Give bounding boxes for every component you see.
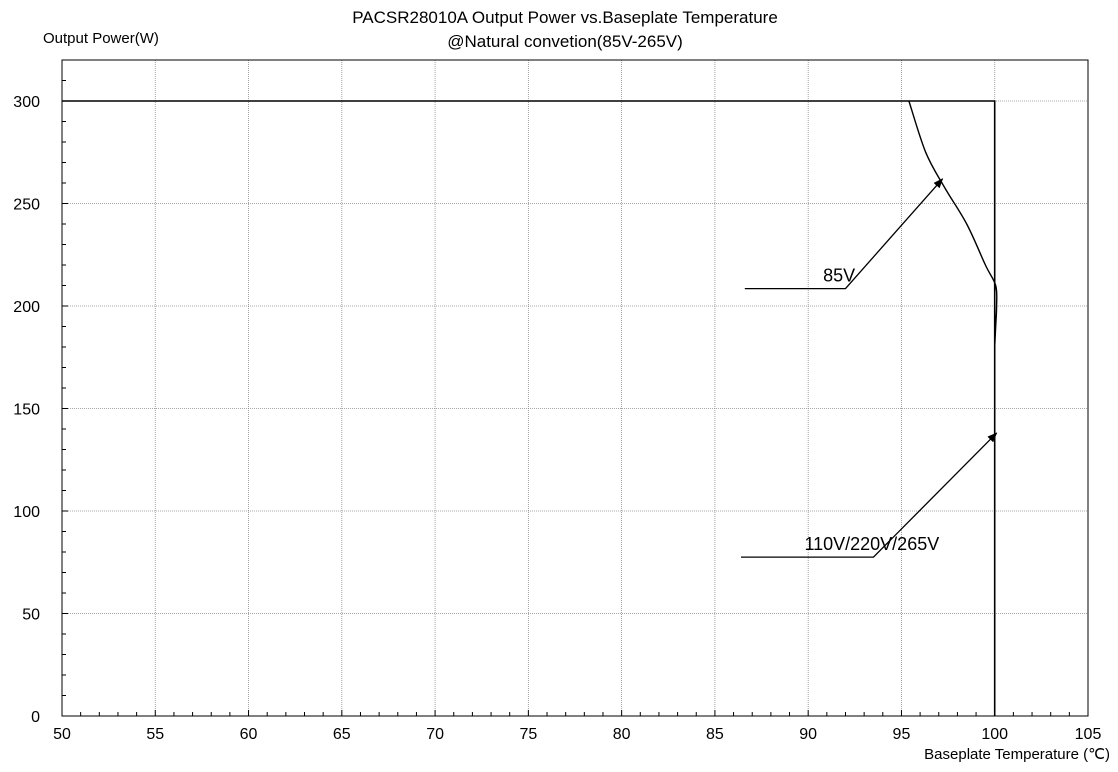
series-line-110v-220v-265v	[62, 100, 996, 716]
chart-subtitle: @Natural convetion(85V-265V)	[447, 32, 683, 51]
annotation-110v-220v-265v-label: 110V/220V/265V	[804, 534, 939, 554]
x-axis-label: Baseplate Temperature (℃)	[924, 746, 1110, 763]
y-tick-label: 200	[13, 299, 40, 316]
chart-title: PACSR28010A Output Power vs.Baseplate Te…	[352, 8, 778, 27]
y-tick-label: 0	[31, 709, 40, 726]
x-tick-label: 50	[53, 726, 71, 743]
x-tick-label: 65	[333, 726, 351, 743]
x-tick-label: 100	[981, 726, 1008, 743]
annotations: 85V 110V/220V/265V	[741, 178, 998, 558]
annotation-110v-220v-265v-leader-line	[741, 432, 998, 558]
series-line-85v	[908, 100, 998, 348]
x-tick-label: 55	[146, 726, 164, 743]
y-tick-label: 250	[13, 197, 40, 214]
x-tick-label: 60	[240, 726, 258, 743]
y-tick-label: 300	[13, 94, 40, 111]
tick-labels: 50 55 60 65 70 75 80 85 90 95 100 105 0 50 100 150 200 25…	[13, 94, 1101, 743]
x-tick-label: 80	[613, 726, 631, 743]
grid-lines	[62, 60, 1088, 716]
series-lines	[62, 100, 998, 716]
x-tick-label: 70	[426, 726, 444, 743]
y-tick-label: 50	[22, 607, 40, 624]
y-tick-label: 100	[13, 504, 40, 521]
x-tick-label: 95	[893, 726, 911, 743]
annotation-85v-label: 85V	[823, 265, 855, 285]
y-tick-label: 150	[13, 402, 40, 419]
annotation-85v-leader-line	[744, 178, 944, 290]
y-axis-label: Output Power(W)	[43, 30, 159, 47]
x-tick-label: 85	[706, 726, 724, 743]
x-tick-label: 90	[799, 726, 817, 743]
x-tick-label: 105	[1075, 726, 1102, 743]
minor-ticks	[61, 59, 1089, 717]
plot-frame	[61, 59, 1089, 717]
x-tick-label: 75	[519, 726, 537, 743]
